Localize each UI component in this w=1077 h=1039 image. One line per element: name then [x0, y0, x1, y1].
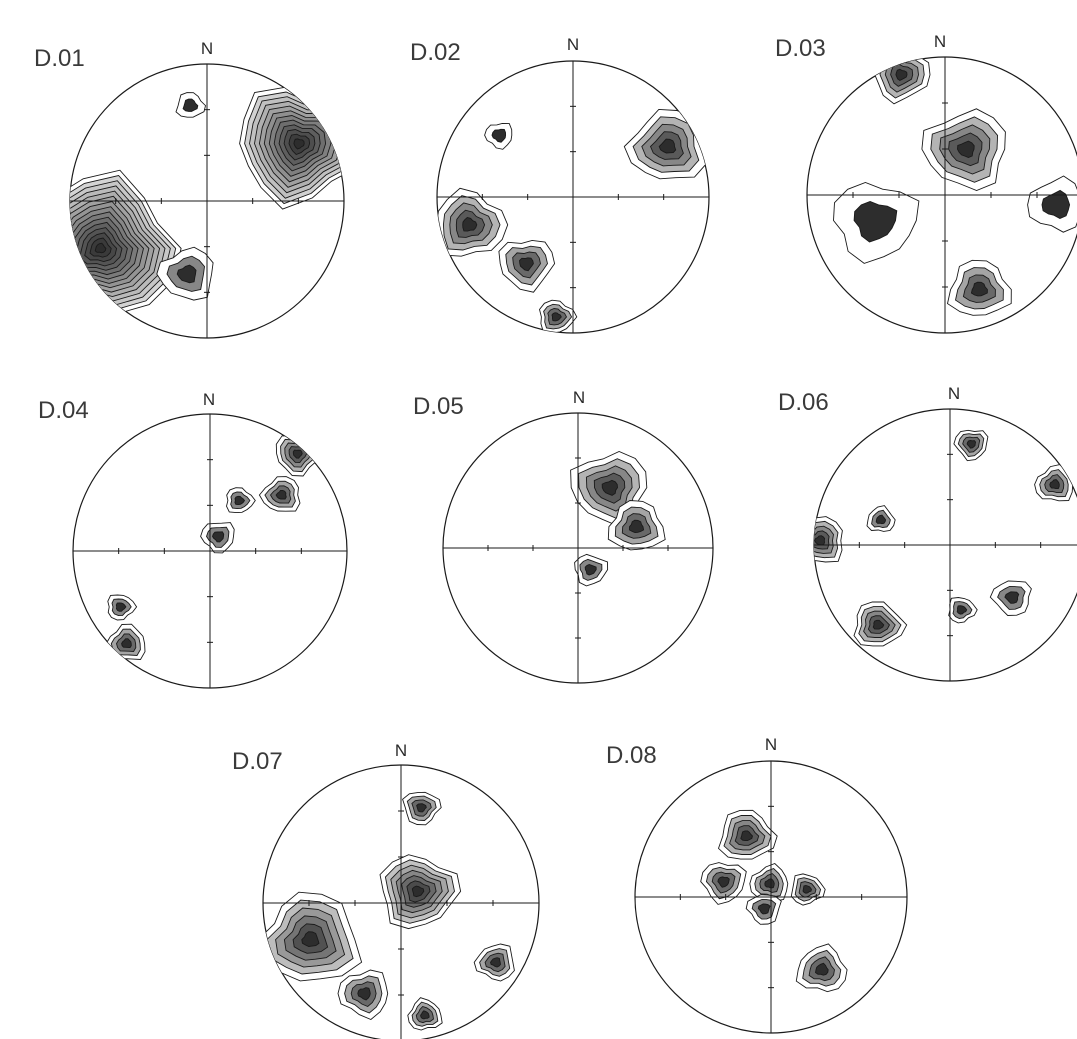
- net-axes: [437, 61, 709, 333]
- density-contour: [584, 564, 597, 576]
- density-contour: [293, 138, 305, 150]
- net-axes: [635, 761, 907, 1033]
- density-contour: [717, 876, 730, 888]
- density-contour: [416, 803, 427, 813]
- density-contour: [357, 987, 371, 1001]
- stereonet-title: D.03: [775, 35, 826, 62]
- density-contour: [757, 903, 771, 915]
- stereonet-title: D.05: [413, 393, 464, 420]
- density-contour: [872, 619, 885, 630]
- density-contours: [437, 108, 708, 333]
- stereonet-d08: D.08 N: [606, 735, 908, 1034]
- stereonet-title: D.04: [38, 397, 89, 424]
- density-contour: [1049, 479, 1060, 490]
- stereonet-title: D.02: [410, 39, 461, 66]
- stereonet-d07: D.07 N: [232, 741, 540, 1039]
- stereonet-title: D.01: [34, 45, 85, 72]
- density-contour: [966, 440, 977, 449]
- density-contours: [700, 809, 848, 993]
- density-contour: [875, 514, 887, 525]
- stereonet-d02: D.02 N: [410, 35, 710, 334]
- density-contours: [263, 791, 515, 1031]
- density-contour: [94, 242, 107, 254]
- north-label: N: [948, 384, 960, 403]
- density-contour: [1004, 591, 1020, 604]
- density-contour: [491, 128, 507, 143]
- north-label: N: [765, 735, 777, 754]
- stereonet-d06: D.06 N: [778, 384, 1077, 682]
- north-label: N: [573, 388, 585, 407]
- density-contour: [519, 257, 534, 272]
- net-axes: [814, 409, 1077, 681]
- density-contours: [814, 429, 1074, 647]
- stereonet-title: D.08: [606, 742, 657, 769]
- stereonet-d05: D.05 N: [413, 388, 714, 684]
- density-contour: [115, 602, 127, 612]
- net-axes: [73, 414, 347, 688]
- density-contour: [301, 931, 320, 947]
- density-contour: [970, 281, 988, 297]
- density-contours: [70, 86, 344, 315]
- net-axes: [70, 64, 344, 338]
- density-contour: [895, 68, 908, 82]
- density-contour: [411, 885, 425, 898]
- density-contour: [182, 98, 199, 112]
- density-contour: [212, 531, 225, 543]
- density-contour: [1041, 189, 1071, 220]
- north-label: N: [201, 39, 213, 58]
- density-contour: [802, 885, 812, 894]
- stereonet-title: D.07: [232, 748, 283, 775]
- density-contour: [853, 201, 898, 243]
- density-contours: [570, 451, 666, 587]
- north-label: N: [203, 390, 215, 409]
- stereonet-d01: D.01 N: [34, 39, 345, 339]
- net-axes: [807, 57, 1077, 333]
- density-contour: [275, 489, 287, 500]
- north-label: N: [934, 32, 946, 51]
- stereonet-title: D.06: [778, 389, 829, 416]
- density-contour: [628, 519, 645, 533]
- density-contour: [234, 495, 246, 506]
- stereonet-d04: D.04 N: [38, 390, 348, 689]
- stereonet-d03: D.03 N: [775, 32, 1077, 334]
- density-contour: [601, 479, 618, 496]
- density-contour: [551, 312, 562, 322]
- density-contour: [292, 449, 303, 459]
- density-contour: [815, 962, 829, 976]
- density-contours: [833, 57, 1077, 316]
- density-contour: [490, 957, 501, 968]
- density-contour: [658, 138, 677, 154]
- density-contour: [740, 830, 754, 842]
- net-axes: [443, 413, 713, 683]
- density-contour: [420, 1010, 430, 1020]
- density-contour: [462, 217, 478, 232]
- north-label: N: [567, 35, 579, 54]
- density-contour: [957, 140, 975, 158]
- net-axes: [263, 765, 539, 1039]
- density-contour: [121, 638, 132, 648]
- density-contour: [764, 878, 775, 889]
- north-label: N: [395, 741, 407, 760]
- density-contour: [956, 605, 968, 615]
- density-contour: [176, 264, 197, 284]
